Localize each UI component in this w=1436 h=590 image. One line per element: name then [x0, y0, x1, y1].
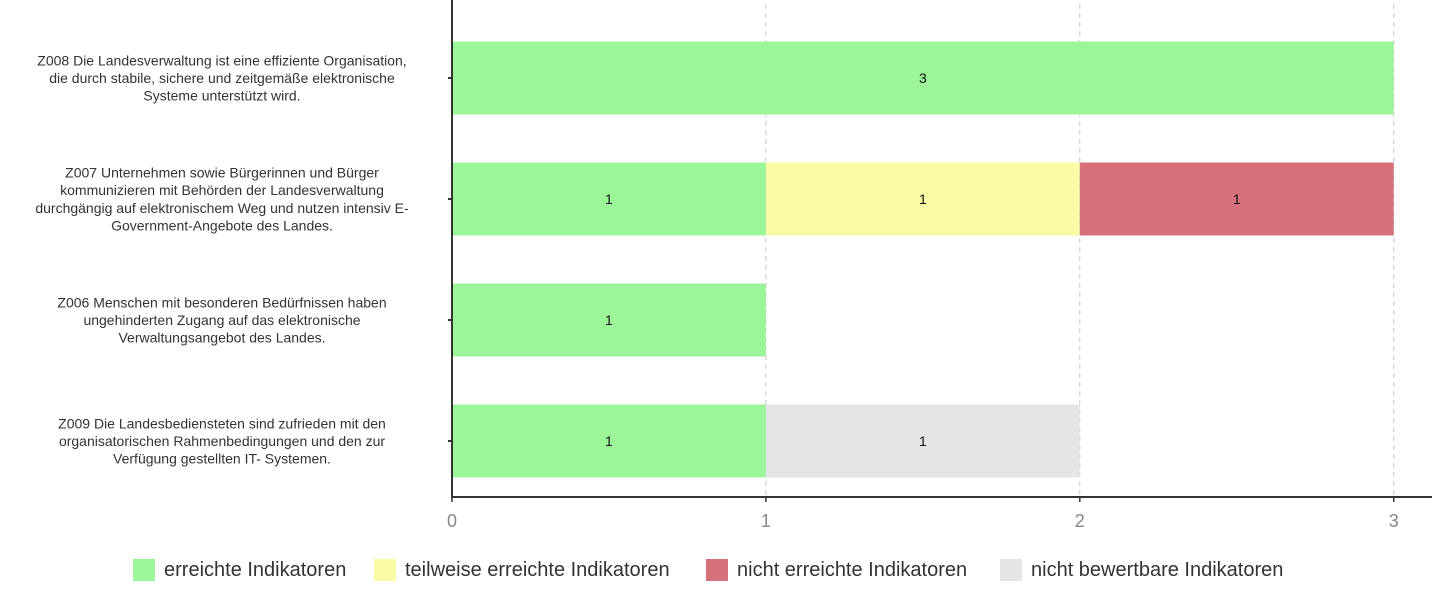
bar-value-label: 3: [919, 70, 927, 86]
legend-label: nicht bewertbare Indikatoren: [1031, 559, 1283, 581]
bar-value-label: 1: [605, 191, 613, 207]
category-label: Z007 Unternehmen sowie Bürgerinnen und B…: [35, 165, 409, 234]
bar-segment: [765, 162, 1080, 236]
bar-segment: [765, 404, 1080, 478]
bar-value-label: 1: [605, 312, 613, 328]
category-label-line: Systeme unterstützt wird.: [143, 88, 300, 104]
category-label-line: durchgängig auf elektronischem Weg und n…: [35, 200, 409, 216]
category-label-line: Z009 Die Landesbediensteten sind zufried…: [58, 415, 386, 431]
bar-value-label: 1: [919, 191, 927, 207]
bar-layer: 3 1 1 1 1 1 1: [452, 41, 1394, 478]
category-label-line: ungehinderten Zugang auf das elektronisc…: [83, 312, 360, 328]
category-label-line: organisatorischen Rahmenbedingungen und …: [59, 433, 385, 449]
bar-segment: [452, 162, 766, 236]
bar-segment: [452, 404, 766, 478]
category-label: Z009 Die Landesbediensteten sind zufried…: [58, 415, 386, 466]
x-tick-label: 2: [1075, 511, 1085, 531]
category-label: Z006 Menschen mit besonderen Bedürfnisse…: [57, 294, 386, 345]
bar-segment: [452, 41, 1394, 115]
bar-value-label: 1: [1233, 191, 1241, 207]
bar-segment: [1079, 162, 1394, 236]
category-label-line: Z007 Unternehmen sowie Bürgerinnen und B…: [65, 165, 379, 181]
bar-segment: [452, 283, 766, 357]
bar-value-label: 1: [605, 433, 613, 449]
legend-label: nicht erreichte Indikatoren: [737, 559, 967, 581]
legend-layer: erreichte Indikatoren teilweise erreichte…: [133, 559, 1283, 581]
category-label-line: Verwaltungsangebot des Landes.: [118, 330, 325, 346]
category-label-line: Verfügung gestellten IT- Systemen.: [113, 451, 331, 467]
bar-value-label: 1: [919, 433, 927, 449]
x-tick-label: 1: [761, 511, 771, 531]
legend-swatch: [706, 559, 728, 581]
category-label-line: Z006 Menschen mit besonderen Bedürfnisse…: [57, 294, 386, 310]
category-label-line: Z008 Die Landesverwaltung ist eine effiz…: [37, 52, 406, 68]
legend-label: erreichte Indikatoren: [164, 559, 346, 581]
legend-swatch: [374, 559, 396, 581]
category-label-line: Government-Angebote des Landes.: [111, 217, 333, 233]
legend-swatch: [133, 559, 155, 581]
axis-layer: Z008 Die Landesverwaltung ist eine effiz…: [35, 0, 1432, 531]
legend-label: teilweise erreichte Indikatoren: [405, 559, 670, 581]
x-tick-label: 3: [1389, 511, 1399, 531]
category-label-line: kommunizieren mit Behörden der Landesver…: [60, 182, 384, 198]
category-label-line: die durch stabile, sichere und zeitgemäß…: [49, 70, 395, 86]
legend-swatch: [1000, 559, 1022, 581]
x-tick-label: 0: [447, 511, 457, 531]
category-label: Z008 Die Landesverwaltung ist eine effiz…: [37, 52, 406, 103]
